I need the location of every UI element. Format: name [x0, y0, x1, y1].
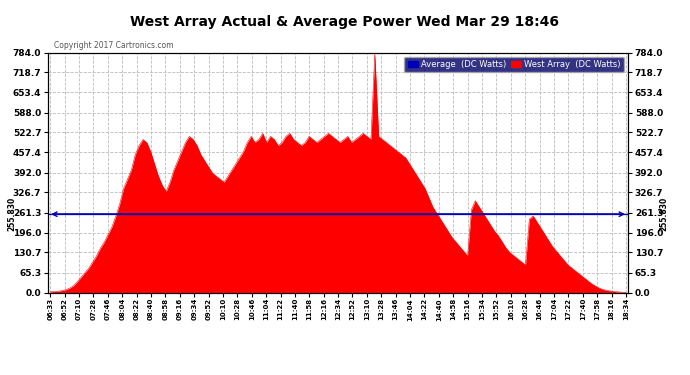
Text: Copyright 2017 Cartronics.com: Copyright 2017 Cartronics.com: [54, 41, 174, 50]
Text: 255.830: 255.830: [8, 197, 17, 231]
Legend: Average  (DC Watts), West Array  (DC Watts): Average (DC Watts), West Array (DC Watts…: [404, 57, 624, 72]
Text: West Array Actual & Average Power Wed Mar 29 18:46: West Array Actual & Average Power Wed Ma…: [130, 15, 560, 29]
Text: 255.830: 255.830: [660, 197, 669, 231]
